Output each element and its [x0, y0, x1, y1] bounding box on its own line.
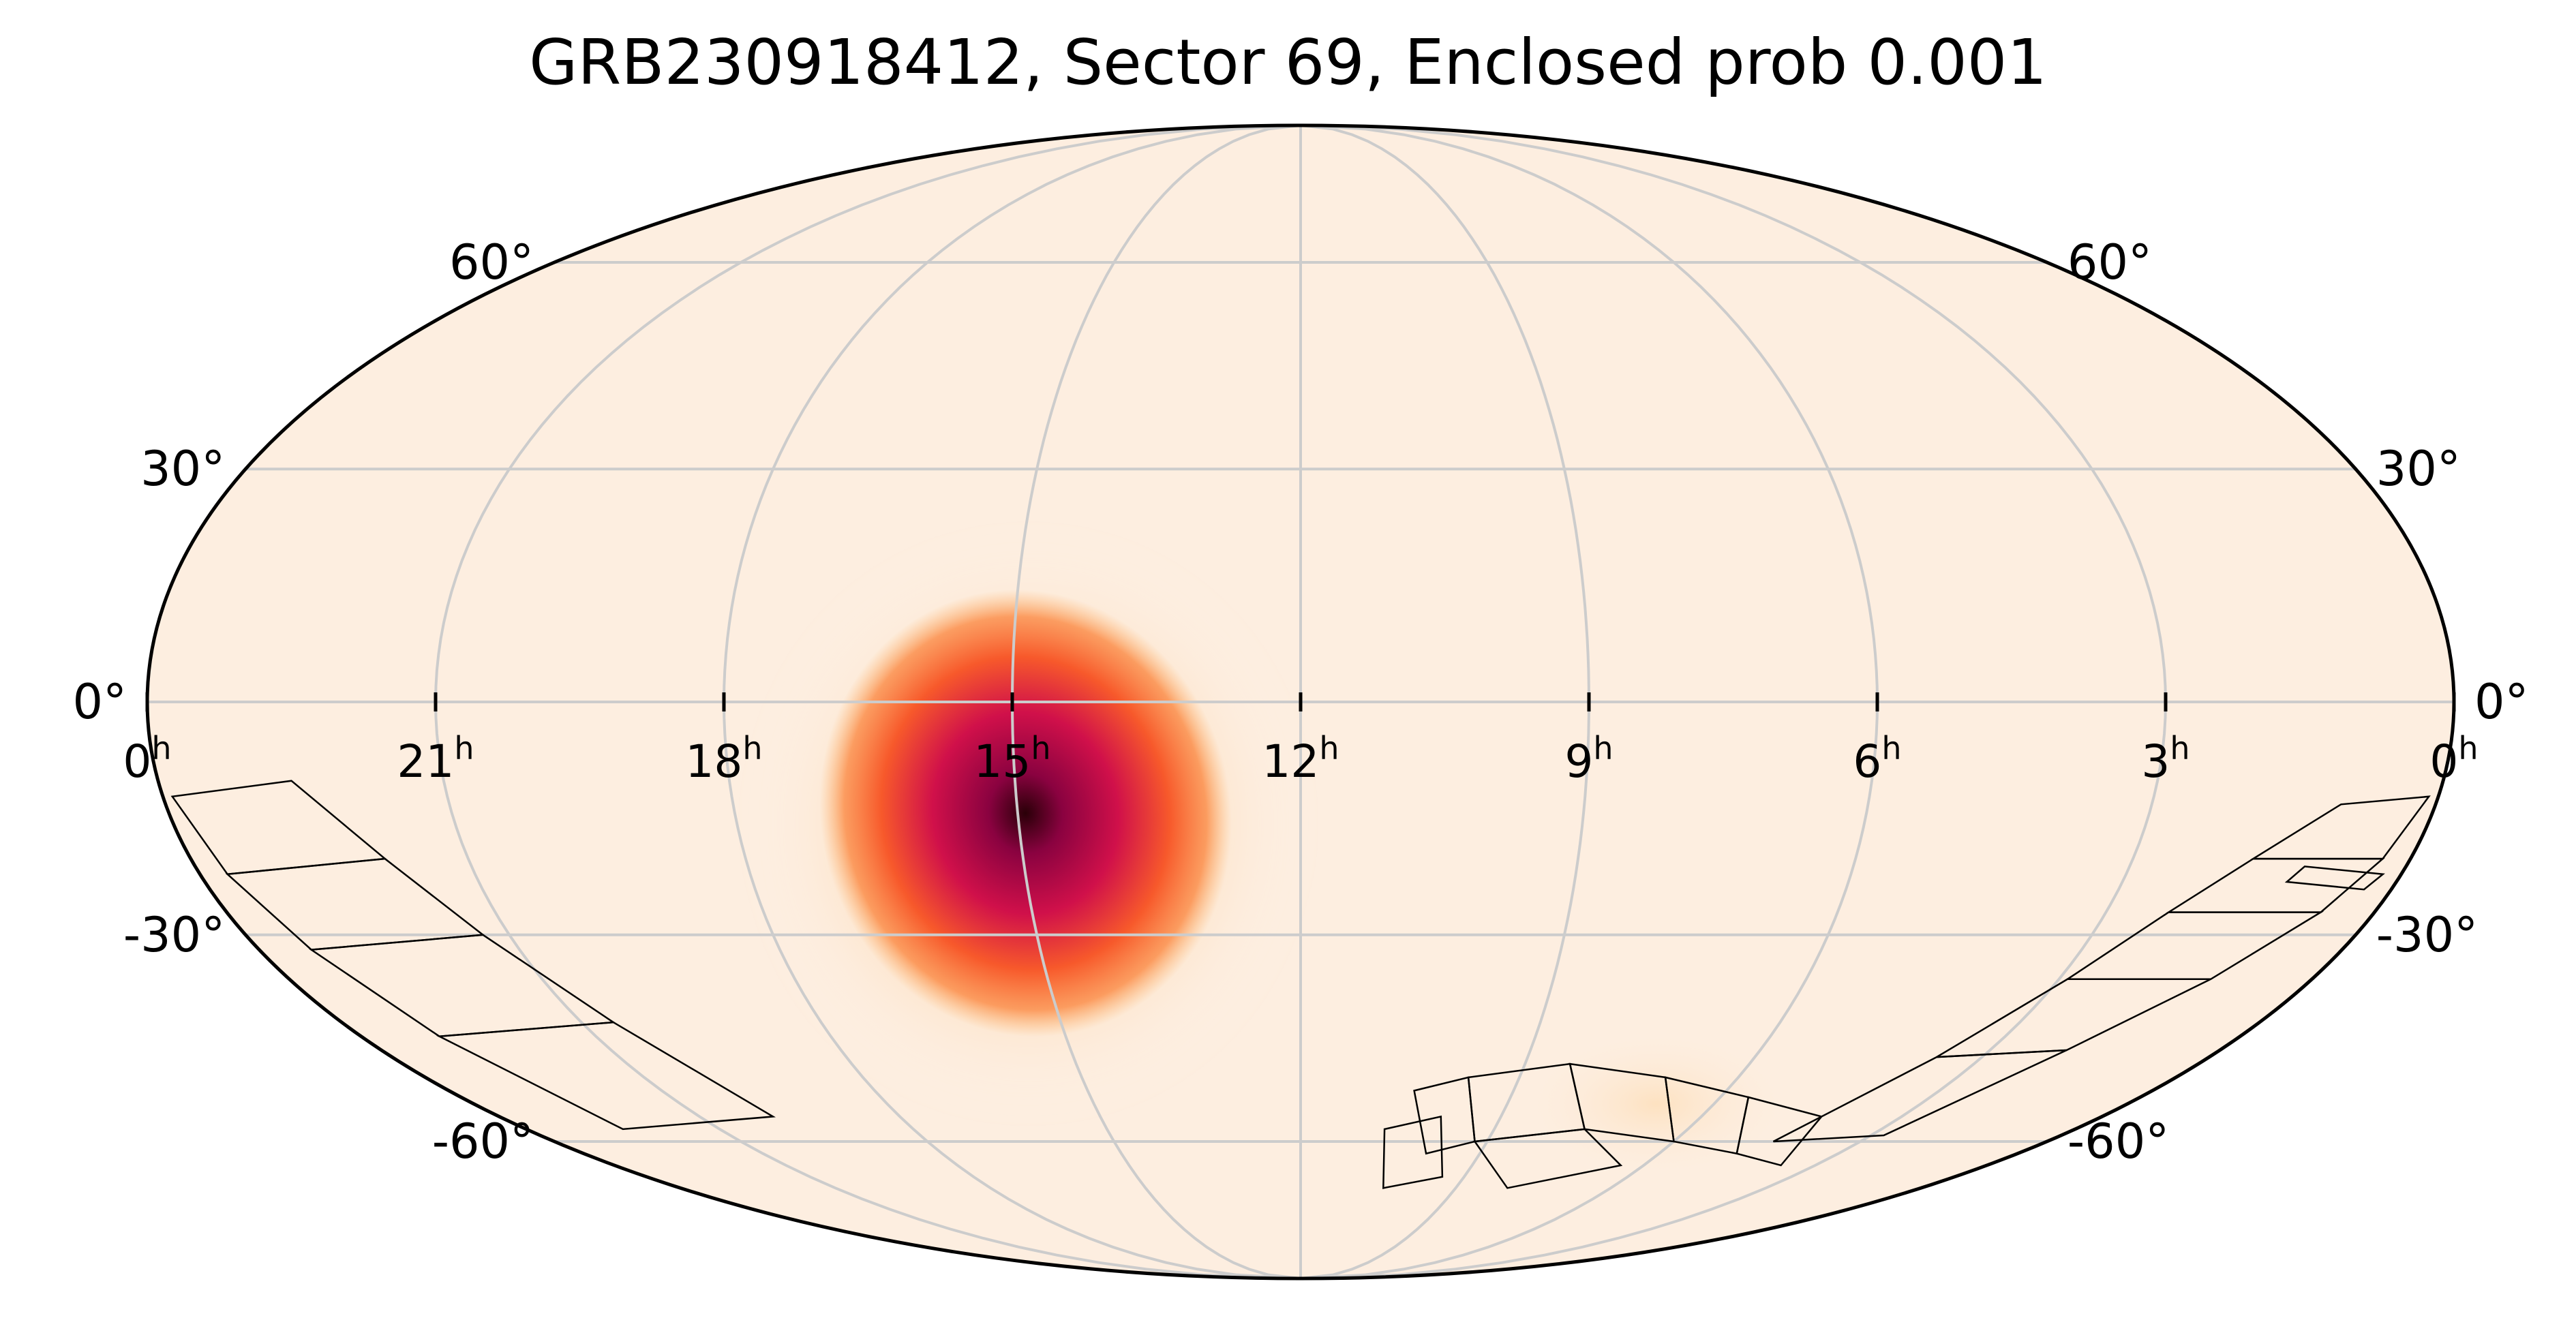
sector-ccd-outline [1736, 1096, 1823, 1167]
sector-ccd-outline [1382, 1115, 1444, 1189]
sector-footprints [170, 780, 2431, 1189]
ra-tick-label: 0h [123, 730, 171, 788]
dec-label-right: -60° [2067, 1114, 2169, 1169]
dec-label-left: -60° [432, 1114, 534, 1169]
ra-tick-label: 0h [2429, 730, 2478, 788]
sector-ccd-outline [1473, 1128, 1623, 1189]
dec-label-left: 30° [140, 441, 225, 497]
sector-ccd-outline [436, 1021, 776, 1131]
ra-tick-label: 21h [397, 730, 474, 788]
sector-ccd-outline [1772, 1049, 2067, 1143]
sector-ccd-outline [1413, 1076, 1476, 1155]
dec-label-left: 0° [72, 674, 127, 730]
dec-label-right: 60° [2067, 234, 2152, 290]
dec-label-right: 0° [2474, 674, 2529, 730]
ra-tick-marks [145, 692, 2456, 711]
figure-title: GRB230918412, Sector 69, Enclosed prob 0… [529, 26, 2047, 99]
dec-label-right: -30° [2376, 907, 2478, 963]
dec-label-left: 60° [449, 234, 534, 290]
sector-ccd-outline [2284, 865, 2385, 891]
dec-label-left: -30° [123, 907, 225, 963]
dec-label-right: 30° [2376, 441, 2461, 497]
